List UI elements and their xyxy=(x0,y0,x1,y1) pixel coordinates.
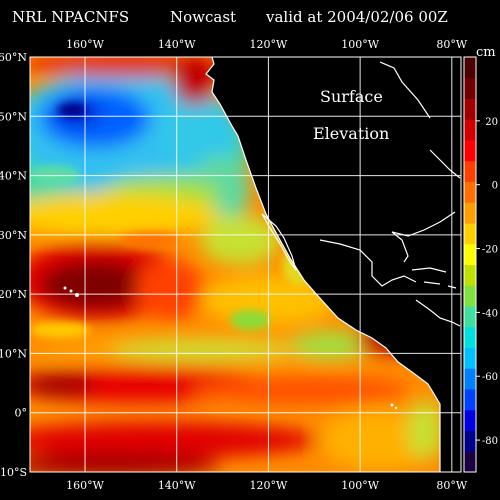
atlantic-coast xyxy=(379,61,461,237)
longitude-label: 120°W xyxy=(250,479,288,492)
colorbar-swatch xyxy=(464,98,476,120)
latitude-label: 40°N xyxy=(0,170,27,183)
colorbar-swatch xyxy=(464,306,476,328)
florida-coast xyxy=(391,231,409,263)
colorbar-swatch xyxy=(464,389,476,411)
colorbar-swatch xyxy=(464,264,476,286)
longitude-label: 100°W xyxy=(341,38,379,51)
longitude-label: 100°W xyxy=(341,479,379,492)
colorbar-swatch xyxy=(464,223,476,245)
longitude-label: 80°W xyxy=(436,38,467,51)
longitude-label: 160°W xyxy=(66,38,104,51)
latitude-label: 20°N xyxy=(0,288,27,301)
colorbar-swatch xyxy=(464,202,476,224)
map-frame xyxy=(29,56,462,473)
latitude-label: 10°S xyxy=(0,466,27,479)
south-america-coast xyxy=(415,299,461,327)
colorbar: 20 0 -20 -40 -60 -80 xyxy=(463,56,498,473)
colorbar-swatch xyxy=(464,119,476,141)
colorbar-swatch xyxy=(464,451,476,473)
longitude-label: 140°W xyxy=(158,38,196,51)
colorbar-swatch xyxy=(464,368,476,390)
colorbar-tick-label: -20 xyxy=(482,245,498,256)
latitude-label: 10°N xyxy=(0,347,27,360)
hawaiian-islands xyxy=(63,286,79,297)
latitude-label: 0° xyxy=(15,407,28,420)
map-title-line1: Surface xyxy=(320,87,383,106)
latitude-label: 30°N xyxy=(0,229,27,242)
coastline xyxy=(205,56,441,472)
colorbar-tick-label: 20 xyxy=(485,117,498,128)
colorbar-swatch xyxy=(464,347,476,369)
graticule xyxy=(30,57,461,472)
colorbar-unit: cm xyxy=(476,45,496,60)
latitude-label: 60°N xyxy=(0,51,27,64)
caribbean-islands xyxy=(411,267,457,289)
colorbar-swatch xyxy=(464,160,476,182)
colorbar-tick-label: -80 xyxy=(482,436,498,447)
colorbar-tick-label: -60 xyxy=(482,372,498,383)
colorbar-swatch xyxy=(464,326,476,348)
colorbar-swatch xyxy=(464,409,476,431)
colorbar-tick-label: 0 xyxy=(492,181,498,192)
latitude-labels: 60°N 50°N 40°N 30°N 20°N 10°N 0° 10°S xyxy=(0,51,27,479)
model-name: NRL NPACNFS xyxy=(12,8,129,26)
latitude-label: 50°N xyxy=(0,110,27,123)
colorbar-swatch xyxy=(464,243,476,265)
colorbar-swatch xyxy=(464,57,476,79)
map-title-line2: Elevation xyxy=(313,124,389,143)
colorbar-swatch xyxy=(464,77,476,99)
colorbar-swatch xyxy=(464,430,476,452)
gulf-of-mexico-coast xyxy=(319,239,417,287)
colorbar-tick-label: -40 xyxy=(482,308,498,319)
colorbar-frame xyxy=(463,56,477,473)
longitude-label: 160°W xyxy=(66,479,104,492)
galapagos-islands xyxy=(390,403,398,410)
longitude-label: 140°W xyxy=(158,479,196,492)
valid-time: valid at 2004/02/06 00Z xyxy=(265,8,448,26)
longitude-label: 120°W xyxy=(250,38,288,51)
colorbar-swatch xyxy=(464,140,476,162)
colorbar-swatch xyxy=(464,181,476,203)
colorbar-swatch xyxy=(464,285,476,307)
longitude-label: 80°W xyxy=(436,479,467,492)
baja-peninsula xyxy=(261,213,297,271)
longitude-labels: 160°W 160°W 140°W 140°W 120°W 120°W 100°W 100°W… xyxy=(66,38,468,492)
product-label: Nowcast xyxy=(170,8,236,26)
